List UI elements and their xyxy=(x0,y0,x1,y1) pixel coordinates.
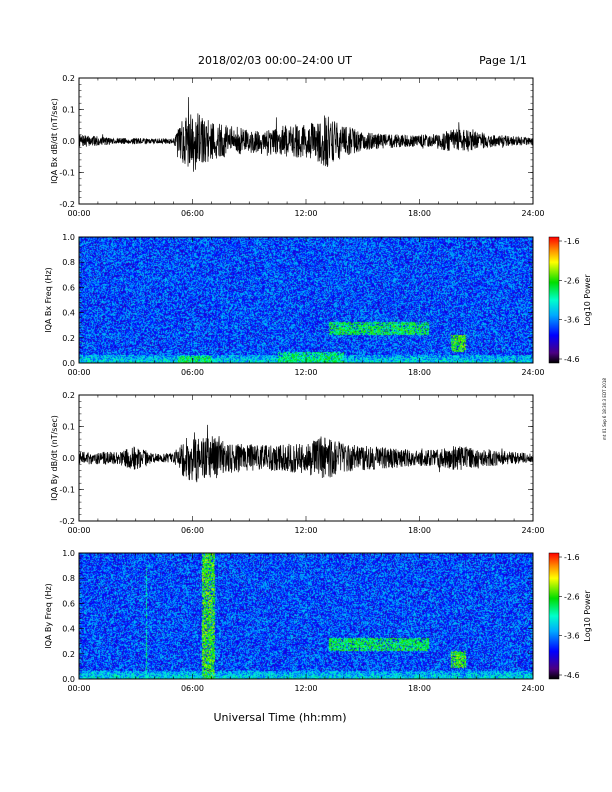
page-title: 2018/02/03 00:00–24:00 UT xyxy=(198,54,352,67)
y-tick-label: 0.0 xyxy=(62,137,75,146)
y-axis-label: IQA Bx dB/dt (nT/sec) xyxy=(50,98,59,184)
x-tick-label: 06:00 xyxy=(181,526,204,535)
x-tick-label: 12:00 xyxy=(294,368,317,377)
by-dbdt-trace xyxy=(78,424,534,483)
panel-by-freq: 00:00 06:00 12:00 18:00 24:00 1.0 0.8 0.6 0.4 0.2… xyxy=(44,549,592,693)
y-tick-label: 0.8 xyxy=(62,258,75,267)
by-spectrogram xyxy=(79,553,533,679)
y-tick-label: 0.1 xyxy=(62,106,75,115)
x-tick-label: 00:00 xyxy=(67,368,90,377)
panel-bx-dbdt: 00:00 06:00 12:00 18:00 24:00 0.2 0.1 0.0 -0.1 -0… xyxy=(50,74,545,218)
colorbar-tick-label: -4.6 xyxy=(564,355,580,364)
y-tick-label: 0.0 xyxy=(62,675,75,684)
y-axis-label: IQA By Freq (Hz) xyxy=(44,583,53,649)
y-tick-label: 0.1 xyxy=(62,423,75,432)
panel-bx-freq: 00:00 06:00 12:00 18:00 24:00 1.0 0.8 0.6 0.4 0.2… xyxy=(44,233,592,377)
page-number: Page 1/1 xyxy=(479,54,527,67)
y-tick-label: 0.2 xyxy=(62,334,75,343)
x-tick-label: 06:00 xyxy=(181,684,204,693)
y-tick-label: 0.6 xyxy=(62,599,75,608)
y-tick-label: 0.0 xyxy=(62,359,75,368)
x-axis-label: Universal Time (hh:mm) xyxy=(214,711,347,724)
x-tick-label: 18:00 xyxy=(408,684,431,693)
y-tick-label: 0.2 xyxy=(62,650,75,659)
y-tick-label: 0.4 xyxy=(62,625,75,634)
y-tick-label: 1.0 xyxy=(62,549,75,558)
x-tick-label: 24:00 xyxy=(521,209,544,218)
y-axis-label: IQA Bx Freq (Hz) xyxy=(44,267,53,333)
colorbar-tick-label: -3.6 xyxy=(564,316,580,325)
x-tick-label: 00:00 xyxy=(67,209,90,218)
panel-by-dbdt: 00:00 06:00 12:00 18:00 24:00 0.2 0.1 0.0 -0.1 -0… xyxy=(50,391,545,535)
x-tick-label: 00:00 xyxy=(67,684,90,693)
y-tick-label: 0.6 xyxy=(62,283,75,292)
y-tick-label: 0.8 xyxy=(62,574,75,583)
y-tick-label: 1.0 xyxy=(62,233,75,242)
x-tick-label: 00:00 xyxy=(67,526,90,535)
y-tick-label: 0.4 xyxy=(62,309,75,318)
x-tick-label: 18:00 xyxy=(408,526,431,535)
colorbar-gradient xyxy=(548,236,560,364)
colorbar: -1.6 -2.6 -3.6 -4.6 Log10 Power xyxy=(548,236,592,364)
colorbar-tick-label: -2.6 xyxy=(564,276,580,285)
y-tick-label: -0.1 xyxy=(59,486,75,495)
x-tick-label: 24:00 xyxy=(521,526,544,535)
axis-ticks: 00:00 06:00 12:00 18:00 24:00 1.0 0.8 0.6 0.4 0.2… xyxy=(62,549,544,693)
x-tick-label: 24:00 xyxy=(521,368,544,377)
colorbar: -1.6 -2.6 -3.6 -4.6 Log10 Power xyxy=(548,552,592,680)
x-tick-label: 12:00 xyxy=(294,526,317,535)
y-tick-label: 0.2 xyxy=(62,391,75,400)
x-tick-label: 12:00 xyxy=(294,684,317,693)
y-tick-label: -0.2 xyxy=(59,200,75,209)
y-tick-label: -0.2 xyxy=(59,517,75,526)
x-tick-label: 06:00 xyxy=(181,209,204,218)
x-tick-label: 12:00 xyxy=(294,209,317,218)
print-stamp: mt 01 Sep 6 18:30:3 EDT 2018 xyxy=(602,378,607,440)
y-tick-label: -0.1 xyxy=(59,169,75,178)
x-tick-label: 18:00 xyxy=(408,209,431,218)
colorbar-label: Log10 Power xyxy=(583,590,592,642)
x-tick-label: 24:00 xyxy=(521,684,544,693)
colorbar-tick-label: -2.6 xyxy=(564,592,580,601)
axis-ticks: 00:00 06:00 12:00 18:00 24:00 0.2 0.1 0.0 -0.1 -0… xyxy=(59,74,544,218)
colorbar-tick-label: -3.6 xyxy=(564,632,580,641)
colorbar-tick-label: -4.6 xyxy=(564,671,580,680)
colorbar-tick-label: -1.6 xyxy=(564,553,580,562)
colorbar-tick-label: -1.6 xyxy=(564,237,580,246)
axis-ticks: 00:00 06:00 12:00 18:00 24:00 1.0 0.8 0.6 0.4 0.2… xyxy=(62,233,544,377)
x-tick-label: 18:00 xyxy=(408,368,431,377)
x-tick-label: 06:00 xyxy=(181,368,204,377)
axis-ticks: 00:00 06:00 12:00 18:00 24:00 0.2 0.1 0.0 -0.1 -0… xyxy=(59,391,544,535)
y-tick-label: 0.2 xyxy=(62,74,75,83)
colorbar-ticks: -1.6 -2.6 -3.6 -4.6 xyxy=(559,553,580,680)
bx-dbdt-trace xyxy=(78,97,534,172)
y-axis-label: IQA By dB/dt (nT/sec) xyxy=(50,415,59,501)
colorbar-gradient xyxy=(548,552,560,680)
colorbar-label: Log10 Power xyxy=(583,274,592,326)
y-tick-label: 0.0 xyxy=(62,454,75,463)
colorbar-ticks: -1.6 -2.6 -3.6 -4.6 xyxy=(559,237,580,364)
bx-spectrogram xyxy=(79,237,533,363)
